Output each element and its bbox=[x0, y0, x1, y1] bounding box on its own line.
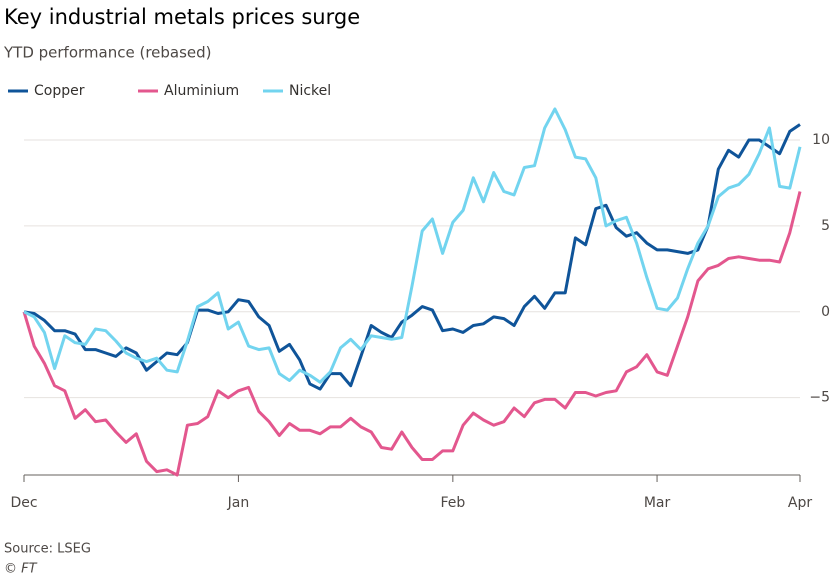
chart-title: Key industrial metals prices surge bbox=[4, 5, 360, 29]
series-line bbox=[22, 191, 802, 477]
legend-label: Nickel bbox=[289, 83, 331, 99]
x-tick-label: Apr bbox=[788, 495, 812, 511]
legend-label: Copper bbox=[34, 83, 85, 99]
y-tick-label: 10 bbox=[812, 132, 830, 148]
y-tick-label: 5 bbox=[821, 218, 830, 234]
source: Source: LSEG bbox=[4, 542, 91, 557]
y-tick-label: 0 bbox=[821, 304, 830, 320]
legend-label: Aluminium bbox=[164, 83, 239, 99]
chart-subtitle: YTD performance (rebased) bbox=[3, 44, 212, 62]
series-line bbox=[23, 107, 802, 384]
series-line bbox=[23, 123, 801, 391]
credit: © FT bbox=[4, 562, 38, 577]
x-tick-label: Feb bbox=[440, 495, 465, 511]
x-tick-label: Jan bbox=[227, 495, 250, 511]
y-tick-label: −5 bbox=[809, 390, 830, 406]
x-tick-label: Dec bbox=[10, 495, 37, 511]
x-tick-label: Mar bbox=[644, 495, 671, 511]
